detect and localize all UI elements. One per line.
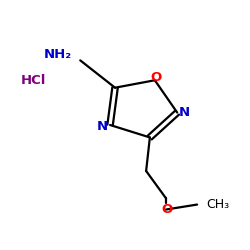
Text: CH₃: CH₃ xyxy=(206,198,230,211)
Text: N: N xyxy=(178,106,190,119)
Text: HCl: HCl xyxy=(20,74,46,87)
Text: N: N xyxy=(97,120,108,133)
Text: O: O xyxy=(162,203,173,216)
Text: NH₂: NH₂ xyxy=(44,48,72,61)
Text: O: O xyxy=(150,71,162,84)
